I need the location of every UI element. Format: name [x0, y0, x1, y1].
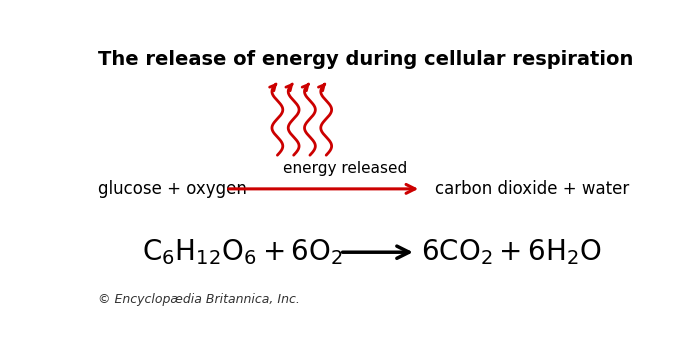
Text: © Encyclopædia Britannica, Inc.: © Encyclopædia Britannica, Inc.: [98, 293, 300, 306]
Text: energy released: energy released: [283, 161, 407, 176]
Text: The release of energy during cellular respiration: The release of energy during cellular re…: [98, 50, 634, 69]
Text: carbon dioxide + water: carbon dioxide + water: [435, 180, 629, 198]
Text: glucose + oxygen: glucose + oxygen: [98, 180, 247, 198]
Text: $\mathdefault{6CO_2 + 6H_2O}$: $\mathdefault{6CO_2 + 6H_2O}$: [421, 237, 602, 267]
Text: $\mathdefault{C_6H_{12}O_6 + 6O_2}$: $\mathdefault{C_6H_{12}O_6 + 6O_2}$: [141, 237, 343, 267]
